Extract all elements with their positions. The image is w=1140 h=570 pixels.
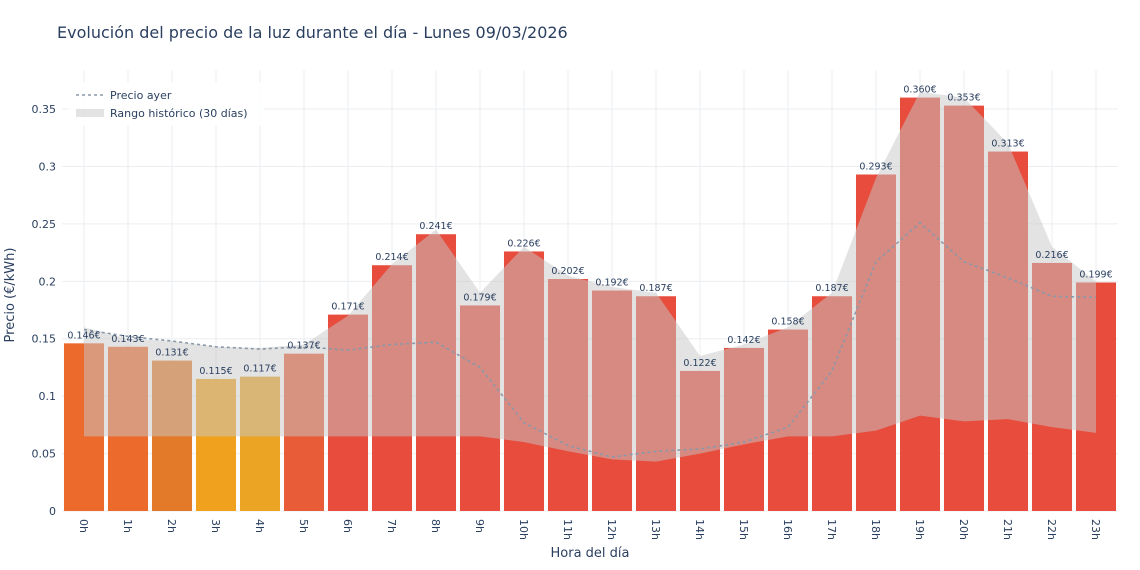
value-label: 0.137€ [287, 341, 320, 352]
legend-box [68, 82, 264, 126]
x-tick-label: 22h [1045, 519, 1058, 540]
x-axis-title: Hora del día [551, 546, 630, 561]
x-tick-label: 23h [1089, 519, 1102, 540]
y-tick-label: 0.2 [39, 275, 57, 288]
x-tick-label: 12h [605, 519, 618, 540]
value-label: 0.192€ [595, 278, 628, 289]
x-tick-label: 19h [913, 519, 926, 540]
value-label: 0.199€ [1079, 269, 1112, 280]
value-label: 0.226€ [507, 238, 540, 249]
y-tick-label: 0 [49, 505, 56, 518]
x-tick-label: 14h [693, 519, 706, 540]
value-label: 0.179€ [463, 292, 496, 303]
x-tick-label: 7h [385, 519, 398, 533]
legend-swatch [76, 109, 104, 117]
value-label: 0.158€ [771, 317, 804, 328]
legend-label: Rango histórico (30 días) [110, 107, 248, 120]
x-tick-label: 15h [737, 519, 750, 540]
value-label: 0.313€ [991, 139, 1024, 150]
x-tick-label: 0h [77, 519, 90, 533]
x-tick-label: 10h [517, 519, 530, 540]
x-tick-label: 5h [297, 519, 310, 533]
x-tick-label: 17h [825, 519, 838, 540]
value-label: 0.216€ [1035, 250, 1068, 261]
y-tick-label: 0.1 [39, 390, 57, 403]
x-tick-label: 21h [1001, 519, 1014, 540]
value-label: 0.360€ [903, 85, 936, 96]
x-tick-label: 6h [341, 519, 354, 533]
x-tick-label: 2h [165, 519, 178, 533]
legend: Precio ayer Rango histórico (30 días) [68, 82, 264, 126]
value-label: 0.117€ [243, 364, 276, 375]
value-label: 0.146€ [67, 330, 100, 341]
y-axis-title: Precio (€/kWh) [3, 248, 18, 343]
x-tick-label: 3h [209, 519, 222, 533]
historic-range [84, 91, 1096, 462]
value-label: 0.214€ [375, 252, 408, 263]
value-label: 0.142€ [727, 335, 760, 346]
x-tick-label: 1h [121, 519, 134, 533]
x-tick-label: 9h [473, 519, 486, 533]
y-tick-label: 0.25 [32, 218, 57, 231]
value-label: 0.115€ [199, 366, 232, 377]
value-label: 0.202€ [551, 266, 584, 277]
chart-title: Evolución del precio de la luz durante e… [57, 23, 568, 42]
value-label: 0.353€ [947, 93, 980, 104]
line [83, 221, 1097, 458]
y-tick-label: 0.3 [39, 160, 57, 173]
value-label: 0.241€ [419, 221, 452, 232]
value-label: 0.131€ [155, 348, 188, 359]
value-label: 0.293€ [859, 162, 892, 173]
x-tick-label: 18h [869, 519, 882, 540]
legend-label: Precio ayer [110, 89, 172, 102]
value-label: 0.187€ [639, 283, 672, 294]
x-tick-label: 4h [253, 519, 266, 533]
value-label: 0.143€ [111, 334, 144, 345]
y-tick-label: 0.35 [32, 103, 57, 116]
value-label: 0.171€ [331, 302, 364, 313]
x-tick-label: 11h [561, 519, 574, 540]
x-tick-label: 20h [957, 519, 970, 540]
x-tick-label: 16h [781, 519, 794, 540]
value-label: 0.122€ [683, 358, 716, 369]
value-label: 0.187€ [815, 283, 848, 294]
y-tick-label: 0.15 [32, 333, 57, 346]
y-tick-label: 0.05 [32, 448, 57, 461]
x-tick-label: 13h [649, 519, 662, 540]
x-tick-label: 8h [429, 519, 442, 533]
